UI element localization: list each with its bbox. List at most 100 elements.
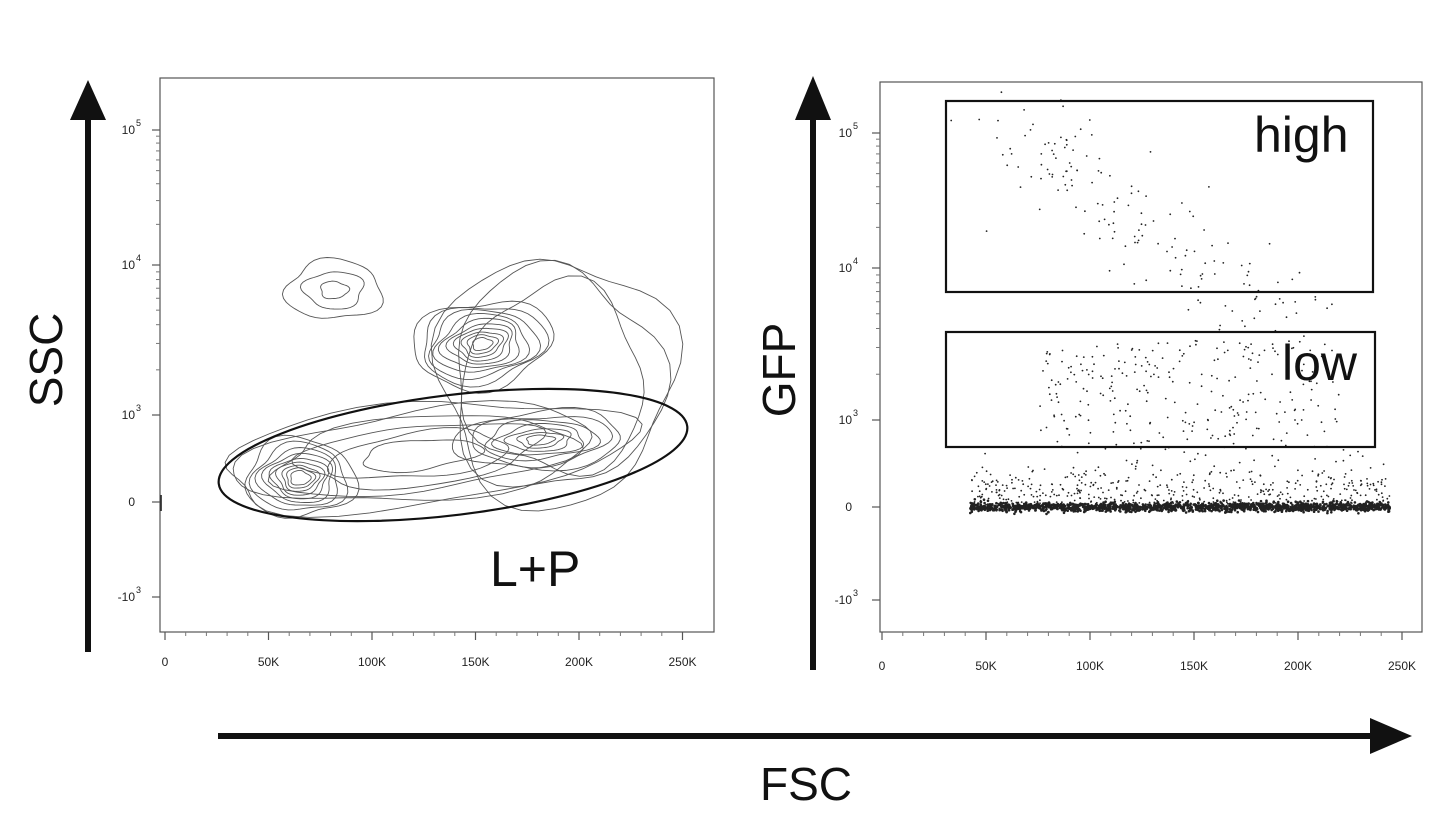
event-dot xyxy=(1254,481,1256,483)
event-dot xyxy=(1197,501,1200,505)
event-dot xyxy=(1135,492,1138,494)
event-dot xyxy=(1006,164,1009,167)
event-dot xyxy=(1097,496,1100,499)
event-dot xyxy=(1113,230,1116,233)
event-dot xyxy=(1330,487,1332,490)
event-dot xyxy=(1007,504,1010,507)
event-dot xyxy=(1053,493,1056,496)
event-dot xyxy=(1113,498,1116,501)
event-dot xyxy=(1239,501,1242,503)
event-dot xyxy=(1046,362,1049,365)
event-dot xyxy=(1134,241,1136,244)
event-dot xyxy=(1166,484,1168,487)
event-dot xyxy=(1185,501,1189,504)
event-dot xyxy=(1104,497,1106,500)
contour-line xyxy=(281,257,384,319)
event-dot xyxy=(1319,484,1322,487)
event-dot xyxy=(1058,494,1060,497)
event-dot xyxy=(1047,142,1050,144)
event-dot xyxy=(1377,505,1380,509)
event-dot xyxy=(1372,508,1375,512)
event-dot xyxy=(1277,459,1280,462)
event-dot xyxy=(1111,381,1113,384)
event-dot xyxy=(1302,409,1305,411)
event-dot xyxy=(1087,442,1090,445)
event-dot xyxy=(1024,134,1026,137)
event-dot xyxy=(1193,250,1196,253)
contour-line xyxy=(491,422,585,456)
event-dot xyxy=(1203,487,1205,489)
event-dot xyxy=(981,507,984,511)
event-dot xyxy=(1296,422,1299,425)
event-dot xyxy=(1038,488,1041,491)
event-dot xyxy=(1059,483,1062,486)
event-dot xyxy=(1204,454,1207,457)
event-dot xyxy=(1098,157,1101,160)
event-dot xyxy=(1111,390,1114,392)
event-dot xyxy=(1157,494,1160,496)
event-dot xyxy=(1373,503,1376,505)
event-dot xyxy=(1292,505,1295,508)
lp-gate[interactable] xyxy=(211,367,694,544)
event-dot xyxy=(1094,481,1097,484)
contour-line xyxy=(424,307,550,388)
event-dot xyxy=(1315,498,1317,500)
event-dot xyxy=(1098,237,1101,240)
event-dot xyxy=(1046,168,1049,171)
event-dot xyxy=(1302,383,1305,386)
event-dot xyxy=(1118,506,1121,509)
event-dot xyxy=(981,466,984,469)
event-dot xyxy=(1340,499,1343,502)
event-dot xyxy=(1299,504,1302,507)
event-dot xyxy=(1237,499,1241,502)
event-dot xyxy=(1179,273,1182,276)
event-dot xyxy=(1256,493,1259,495)
event-dot xyxy=(1197,299,1199,302)
high-gate[interactable] xyxy=(944,99,1375,294)
event-dot xyxy=(1271,488,1274,491)
event-dot xyxy=(1233,433,1236,435)
event-dot xyxy=(1173,401,1176,404)
event-dot xyxy=(1103,218,1106,221)
contour-line xyxy=(267,415,584,498)
event-dot xyxy=(1020,501,1023,503)
event-dot xyxy=(1046,351,1049,353)
event-dot xyxy=(1363,504,1366,506)
event-dot xyxy=(1050,379,1053,382)
event-dot xyxy=(1000,91,1003,94)
x-tick-label: 250K xyxy=(1388,659,1416,673)
event-dot xyxy=(1246,274,1249,277)
event-dot xyxy=(1294,301,1297,303)
event-dot xyxy=(1387,510,1391,513)
low-gate[interactable] xyxy=(944,330,1377,449)
event-dot xyxy=(984,483,987,486)
event-dot xyxy=(1268,488,1271,491)
event-dot xyxy=(1248,471,1251,473)
event-dot xyxy=(1298,271,1301,274)
event-dot xyxy=(1310,508,1313,512)
event-dot xyxy=(1053,142,1056,145)
event-dot xyxy=(1274,465,1276,468)
event-dot xyxy=(1306,499,1310,503)
event-dot xyxy=(1112,505,1115,508)
event-dot xyxy=(1362,502,1365,505)
event-dot xyxy=(1279,491,1282,494)
x-tick-label: 200K xyxy=(1284,659,1312,673)
event-dot xyxy=(1157,242,1159,245)
event-dot xyxy=(1066,476,1069,478)
event-dot xyxy=(1254,411,1257,414)
event-dot xyxy=(1349,454,1352,457)
event-dot xyxy=(1251,504,1253,507)
event-dot xyxy=(1196,491,1199,494)
event-dot xyxy=(1123,263,1125,266)
event-dot xyxy=(1064,476,1067,479)
event-dot xyxy=(1371,501,1374,504)
event-dot xyxy=(1206,507,1210,511)
event-dot xyxy=(1079,400,1082,403)
y-tick-label: 10 xyxy=(839,261,853,275)
event-dot xyxy=(1328,506,1332,510)
event-dot xyxy=(1059,502,1063,506)
event-dot xyxy=(1022,483,1025,486)
event-dot xyxy=(1135,509,1139,512)
